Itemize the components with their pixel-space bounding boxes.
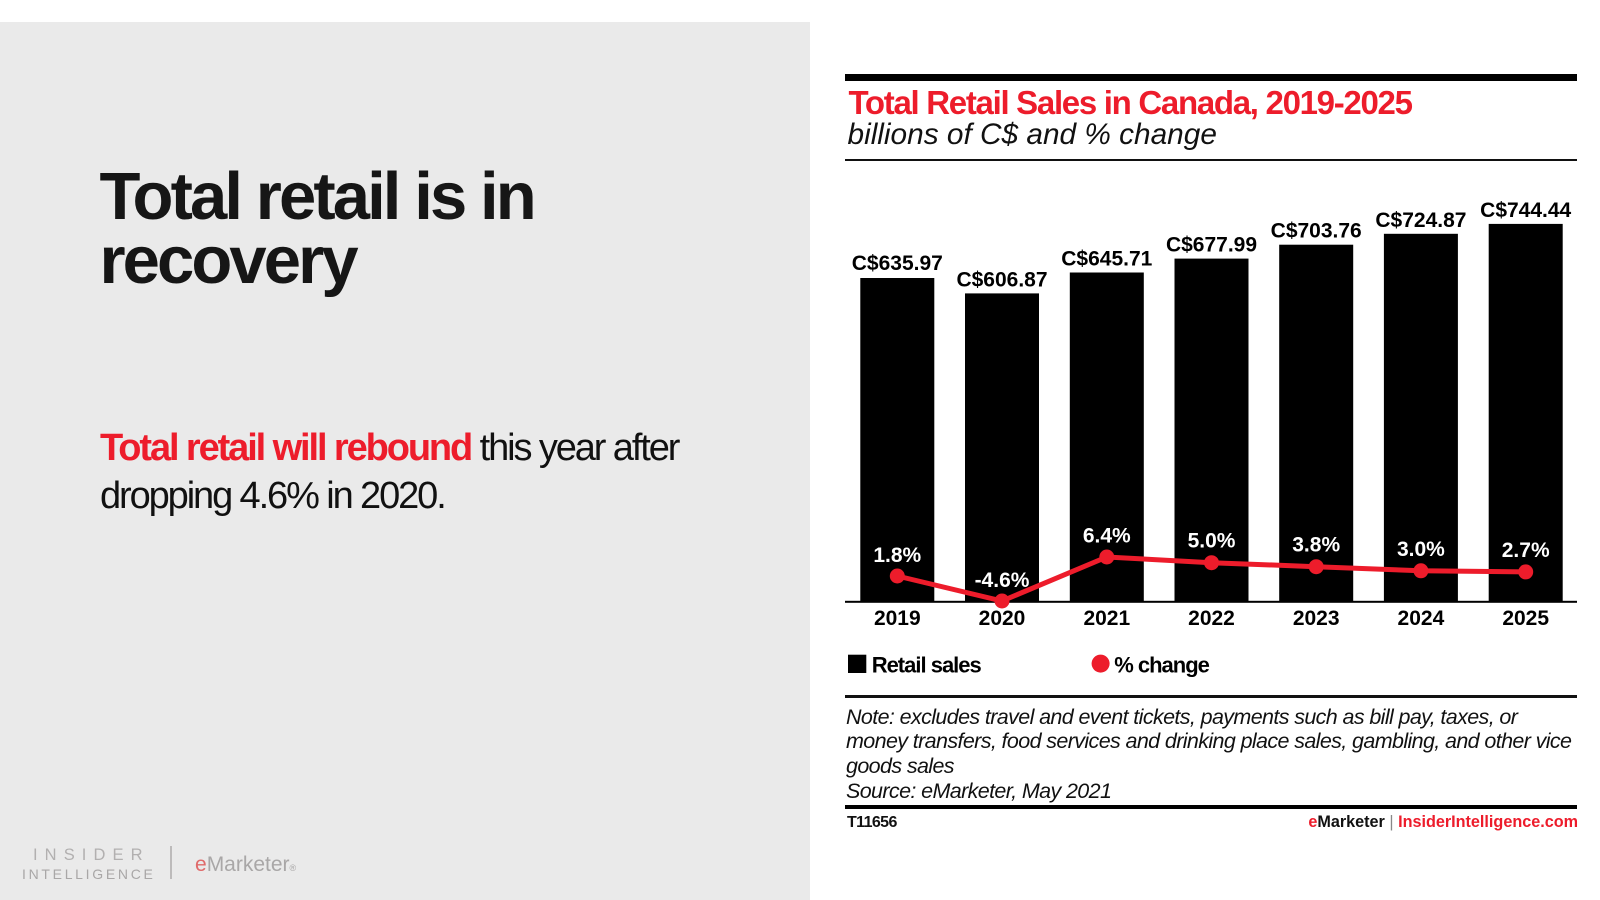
svg-text:2019: 2019 [874, 607, 921, 630]
svg-text:3.0%: 3.0% [1397, 538, 1445, 561]
svg-text:2024: 2024 [1398, 607, 1445, 630]
svg-text:1.8%: 1.8% [873, 544, 921, 567]
svg-text:C$635.97: C$635.97 [852, 252, 943, 275]
svg-text:2022: 2022 [1188, 607, 1235, 630]
svg-text:2021: 2021 [1083, 607, 1130, 630]
svg-text:2023: 2023 [1293, 607, 1340, 630]
svg-text:6.4%: 6.4% [1083, 525, 1131, 548]
svg-text:Retail sales: Retail sales [872, 653, 982, 678]
svg-text:C$606.87: C$606.87 [956, 268, 1047, 291]
svg-text:5.0%: 5.0% [1188, 530, 1236, 553]
svg-text:C$703.76: C$703.76 [1271, 220, 1362, 243]
svg-text:C$645.71: C$645.71 [1061, 248, 1152, 271]
svg-text:2.7%: 2.7% [1502, 539, 1550, 562]
svg-text:C$744.44: C$744.44 [1480, 199, 1571, 222]
svg-text:C$724.87: C$724.87 [1375, 209, 1466, 232]
svg-text:-4.6%: -4.6% [975, 569, 1030, 592]
svg-text:3.8%: 3.8% [1292, 534, 1340, 557]
svg-text:2025: 2025 [1502, 607, 1549, 630]
svg-text:C$677.99: C$677.99 [1166, 234, 1257, 257]
svg-text:2020: 2020 [979, 607, 1026, 630]
svg-text:% change: % change [1114, 653, 1209, 678]
